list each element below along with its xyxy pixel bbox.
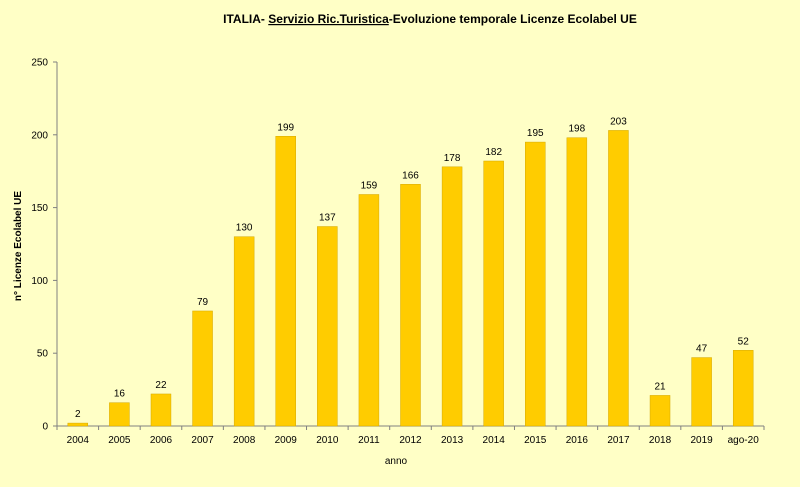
data-label-2006: 22 [155, 380, 167, 391]
x-tick-label-2016: 2016 [566, 435, 589, 446]
data-label-2008: 130 [236, 223, 253, 234]
x-tick-label-2008: 2008 [233, 435, 256, 446]
data-label-2015: 195 [527, 128, 544, 139]
y-axis-label: n° Licenze Ecolabel UE [13, 191, 24, 301]
x-axis-label: anno [385, 456, 408, 467]
bar-2013 [441, 166, 463, 427]
bar-2017 [608, 130, 629, 427]
x-tick-label-2018: 2018 [649, 435, 672, 446]
y-tick-label: 50 [37, 349, 49, 360]
x-tick-label-2009: 2009 [275, 435, 298, 446]
x-tick-label-2012: 2012 [399, 435, 422, 446]
chart-title-suffix: -Evoluzione temporale Licenze Ecolabel U… [389, 12, 637, 26]
bar-2007 [192, 310, 213, 427]
data-label-2010: 137 [319, 213, 336, 224]
bar-2009 [275, 136, 296, 427]
data-label-2012: 166 [402, 170, 419, 181]
y-tick-label: 100 [31, 276, 48, 287]
bar-2010 [317, 226, 338, 427]
plot-area: 0 50 100 150 200 250 2 2004 16 2005 22 2006 79 2007 13… [31, 58, 765, 446]
data-label-2014: 182 [485, 147, 502, 158]
x-tick-label-ago-20: ago-20 [728, 435, 760, 446]
bar-2006 [150, 393, 172, 427]
bar-2018 [649, 395, 671, 427]
data-label-2013: 178 [444, 153, 461, 164]
x-tick-label-2007: 2007 [191, 435, 214, 446]
x-tick-label-2010: 2010 [316, 435, 339, 446]
bar-2019 [691, 357, 712, 427]
bar-2004 [67, 422, 89, 427]
data-label-2005: 16 [114, 389, 126, 400]
x-tick-label-2006: 2006 [150, 435, 173, 446]
x-tick-label-2017: 2017 [607, 435, 630, 446]
data-label-2004: 2 [75, 409, 81, 420]
y-tick-label: 0 [42, 422, 48, 433]
y-tick-label: 200 [31, 130, 48, 141]
x-tick-label-2015: 2015 [524, 435, 547, 446]
data-label-2007: 79 [197, 297, 209, 308]
data-label-2009: 199 [277, 122, 294, 133]
y-tick-label: 250 [31, 58, 48, 69]
chart-title: ITALIA- Servizio Ric.Turistica-Evoluzion… [223, 12, 637, 26]
chart-title-underlined: Servizio Ric.Turistica [268, 12, 389, 26]
data-label-2018: 21 [654, 381, 666, 392]
data-label-2011: 159 [361, 180, 378, 191]
bar-2005 [109, 402, 130, 427]
bar-2012 [400, 184, 421, 427]
y-tick-label: 150 [31, 203, 48, 214]
data-label-2016: 198 [569, 124, 586, 135]
bar-2008 [233, 236, 255, 427]
data-label-2019: 47 [696, 344, 708, 355]
x-tick-label-2014: 2014 [483, 435, 506, 446]
x-tick-label-2011: 2011 [358, 435, 380, 446]
x-tick-label-2013: 2013 [441, 435, 464, 446]
bar-2011 [358, 194, 380, 427]
data-label-2017: 203 [610, 116, 627, 127]
x-tick-label-2004: 2004 [67, 435, 90, 446]
bar-2014 [483, 160, 504, 427]
bar-2016 [566, 137, 588, 427]
chart-title-prefix: ITALIA- [223, 12, 268, 26]
data-label-ago-20: 52 [738, 336, 750, 347]
x-tick-label-2019: 2019 [690, 435, 713, 446]
bar-2015 [525, 141, 546, 427]
bar-ago-20 [732, 350, 754, 427]
x-tick-label-2005: 2005 [108, 435, 131, 446]
